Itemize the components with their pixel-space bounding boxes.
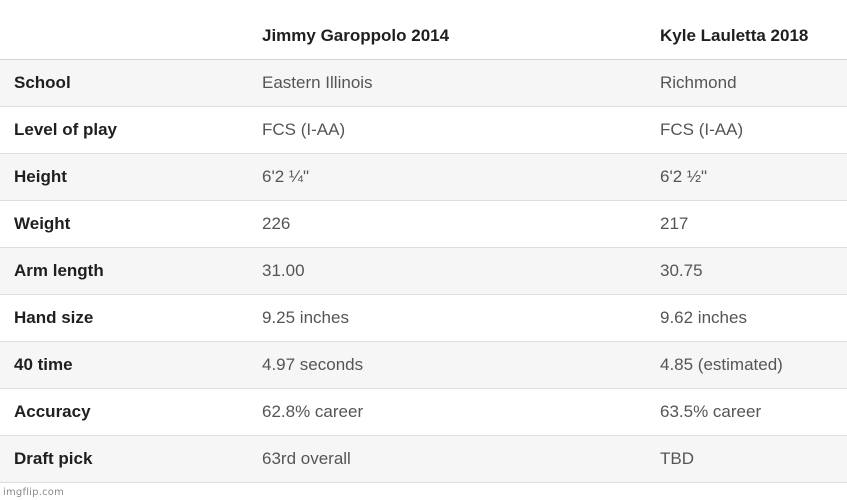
player1-hand-size: 9.25 inches xyxy=(248,294,646,342)
player-comparison-table: Jimmy Garoppolo 2014 Kyle Lauletta 2018 … xyxy=(0,12,847,483)
row-label-draft-pick: Draft pick xyxy=(0,435,248,483)
table-row: Level of play FCS (I-AA) FCS (I-AA) xyxy=(0,106,847,154)
table-row: School Eastern Illinois Richmond xyxy=(0,59,847,107)
table-body: School Eastern Illinois Richmond Level o… xyxy=(0,59,847,483)
player1-draft-pick: 63rd overall xyxy=(248,435,646,483)
header-row: Jimmy Garoppolo 2014 Kyle Lauletta 2018 xyxy=(0,12,847,60)
header-player2: Kyle Lauletta 2018 xyxy=(646,12,847,60)
row-label-level-of-play: Level of play xyxy=(0,106,248,154)
table-row: 40 time 4.97 seconds 4.85 (estimated) xyxy=(0,341,847,389)
header-corner-cell xyxy=(0,12,248,60)
player2-hand-size: 9.62 inches xyxy=(646,294,847,342)
row-label-weight: Weight xyxy=(0,200,248,248)
header-player1: Jimmy Garoppolo 2014 xyxy=(248,12,646,60)
row-label-height: Height xyxy=(0,153,248,201)
player2-school: Richmond xyxy=(646,59,847,107)
row-label-accuracy: Accuracy xyxy=(0,388,248,436)
player2-draft-pick: TBD xyxy=(646,435,847,483)
player2-40-time: 4.85 (estimated) xyxy=(646,341,847,389)
player1-weight: 226 xyxy=(248,200,646,248)
table-row: Arm length 31.00 30.75 xyxy=(0,247,847,295)
player1-school: Eastern Illinois xyxy=(248,59,646,107)
table-row: Accuracy 62.8% career 63.5% career xyxy=(0,388,847,436)
table-row: Weight 226 217 xyxy=(0,200,847,248)
player1-height: 6'2 ¼" xyxy=(248,153,646,201)
player2-accuracy: 63.5% career xyxy=(646,388,847,436)
row-label-hand-size: Hand size xyxy=(0,294,248,342)
player2-weight: 217 xyxy=(646,200,847,248)
imgflip-watermark: imgflip.com xyxy=(3,487,65,498)
table-row: Draft pick 63rd overall TBD xyxy=(0,435,847,483)
player2-height: 6'2 ½" xyxy=(646,153,847,201)
row-label-arm-length: Arm length xyxy=(0,247,248,295)
table-row: Height 6'2 ¼" 6'2 ½" xyxy=(0,153,847,201)
table-header: Jimmy Garoppolo 2014 Kyle Lauletta 2018 xyxy=(0,12,847,60)
player2-level-of-play: FCS (I-AA) xyxy=(646,106,847,154)
table-row: Hand size 9.25 inches 9.62 inches xyxy=(0,294,847,342)
player1-level-of-play: FCS (I-AA) xyxy=(248,106,646,154)
player2-arm-length: 30.75 xyxy=(646,247,847,295)
row-label-40-time: 40 time xyxy=(0,341,248,389)
player1-accuracy: 62.8% career xyxy=(248,388,646,436)
row-label-school: School xyxy=(0,59,248,107)
player1-arm-length: 31.00 xyxy=(248,247,646,295)
player1-40-time: 4.97 seconds xyxy=(248,341,646,389)
